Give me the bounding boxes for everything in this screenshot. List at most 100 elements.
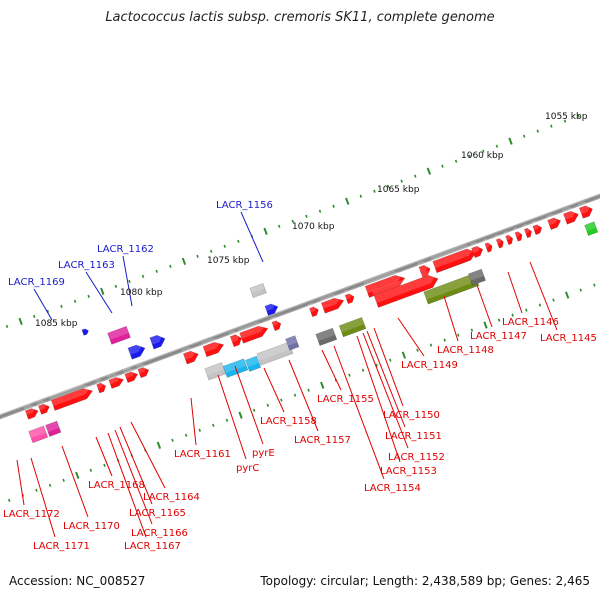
gene-arrow[interactable]: [484, 242, 493, 253]
minor-tick: [87, 294, 90, 298]
gene-arrow[interactable]: [467, 268, 486, 286]
gene-arrow[interactable]: [285, 335, 300, 351]
accession-label: Accession: NC_008527: [9, 574, 146, 588]
gene-label[interactable]: LACR_1156: [216, 200, 273, 211]
gene-arrow[interactable]: [108, 377, 124, 389]
gene-arrow[interactable]: [532, 224, 543, 236]
gene-label[interactable]: LACR_1148: [437, 345, 494, 356]
gene-arrow[interactable]: [24, 408, 39, 420]
gene-arrow[interactable]: [364, 274, 406, 298]
gene-arrow-highlight: [337, 313, 364, 333]
gene-arrow[interactable]: [264, 303, 279, 316]
gene-arrow-highlight: [43, 416, 60, 433]
gene-arrow[interactable]: [578, 205, 593, 219]
gene-label[interactable]: LACR_1171: [33, 541, 90, 552]
gene-arrow[interactable]: [271, 320, 282, 332]
gene-arrow[interactable]: [45, 420, 62, 437]
gene-label[interactable]: LACR_1150: [383, 410, 440, 421]
gene-arrow[interactable]: [338, 317, 367, 338]
gene-arrow[interactable]: [315, 327, 338, 346]
gene-label[interactable]: LACR_1157: [294, 435, 351, 446]
gene-label[interactable]: LACR_1164: [143, 492, 200, 503]
gene-label[interactable]: LACR_1170: [63, 521, 120, 532]
gene-arrow[interactable]: [249, 283, 267, 298]
gene-arrow[interactable]: [423, 272, 480, 305]
forward-gene-labels: LACR_1156 LACR_1162 LACR_1163 LACR_1169: [8, 200, 273, 288]
gene-label[interactable]: LACR_1151: [385, 431, 442, 442]
leader-line: [366, 330, 406, 428]
gene-arrow-highlight: [26, 421, 46, 439]
gene-arrow[interactable]: [309, 306, 319, 318]
gene-arrow[interactable]: [245, 355, 262, 372]
minor-tick: [522, 134, 526, 138]
gene-arrow[interactable]: [418, 264, 431, 278]
leader-line: [373, 327, 404, 407]
gene-arrow-highlight: [283, 331, 298, 346]
gene-arrow[interactable]: [471, 245, 484, 258]
gene-label[interactable]: LACR_1158: [260, 416, 317, 427]
gene-arrow[interactable]: [239, 325, 269, 344]
gene-arrow[interactable]: [137, 367, 150, 379]
minor-tick: [593, 283, 596, 287]
gene-label[interactable]: pyrE: [252, 448, 275, 459]
gene-arrow[interactable]: [320, 297, 345, 314]
gene-arrow-highlight: [221, 354, 246, 374]
leader-line: [119, 426, 153, 505]
minor-tick: [184, 433, 188, 437]
gene-label[interactable]: pyrC: [236, 463, 259, 474]
gene-arrow[interactable]: [107, 325, 131, 345]
gene-arrow[interactable]: [81, 328, 89, 336]
gene-arrow[interactable]: [149, 334, 166, 350]
gene-arrow[interactable]: [432, 248, 477, 274]
gene-label[interactable]: LACR_1145: [540, 333, 597, 344]
gene-arrow[interactable]: [344, 293, 355, 305]
gene-label[interactable]: LACR_1166: [131, 528, 188, 539]
gene-arrow[interactable]: [50, 388, 93, 411]
gene-label[interactable]: LACR_1172: [3, 509, 60, 520]
gene-label[interactable]: LACR_1169: [8, 277, 65, 288]
gene-arrow[interactable]: [523, 227, 532, 239]
minor-tick: [332, 204, 335, 208]
major-tick: [263, 227, 268, 235]
gene-arrow[interactable]: [127, 344, 146, 360]
gene-arrow[interactable]: [96, 382, 107, 394]
gene-arrow[interactable]: [204, 362, 227, 381]
leader-line: [190, 397, 197, 446]
gene-arrow[interactable]: [28, 425, 49, 444]
minor-tick: [155, 269, 158, 273]
gene-arrow[interactable]: [182, 350, 199, 365]
gene-label[interactable]: LACR_1163: [58, 260, 115, 271]
gene-arrow[interactable]: [38, 403, 50, 415]
leader-line: [240, 211, 264, 263]
gene-label[interactable]: LACR_1165: [129, 508, 186, 519]
gene-label[interactable]: LACR_1162: [97, 244, 154, 255]
gene-label[interactable]: LACR_1161: [174, 449, 231, 460]
gene-label[interactable]: LACR_1149: [401, 360, 458, 371]
minor-tick: [429, 343, 433, 347]
gene-arrow[interactable]: [514, 231, 523, 242]
gene-label[interactable]: LACR_1146: [502, 317, 559, 328]
gene-arrow[interactable]: [229, 334, 242, 348]
gene-label[interactable]: LACR_1152: [388, 452, 445, 463]
gene-label[interactable]: LACR_1147: [470, 331, 527, 342]
gene-label[interactable]: LACR_1167: [124, 541, 181, 552]
gene-arrow-highlight: [343, 289, 353, 300]
gene-arrow[interactable]: [505, 234, 514, 246]
gene-arrow[interactable]: [124, 371, 139, 383]
gene-arrow[interactable]: [584, 221, 599, 236]
major-tick: [345, 197, 350, 205]
gene-label[interactable]: LACR_1155: [317, 394, 374, 405]
gene-arrow-highlight: [522, 223, 530, 234]
minor-tick: [482, 149, 485, 153]
gene-arrow[interactable]: [202, 341, 225, 358]
gene-label[interactable]: LACR_1168: [88, 480, 145, 491]
gene-arrow[interactable]: [547, 217, 562, 230]
minor-tick: [318, 209, 322, 213]
major-tick: [181, 257, 187, 265]
gene-label[interactable]: LACR_1153: [380, 466, 437, 477]
gene-label[interactable]: LACR_1154: [364, 483, 421, 494]
gene-arrow[interactable]: [495, 238, 504, 249]
gene-arrow[interactable]: [256, 341, 294, 366]
gene-arrow[interactable]: [563, 210, 579, 225]
gene-arrow[interactable]: [373, 274, 439, 308]
